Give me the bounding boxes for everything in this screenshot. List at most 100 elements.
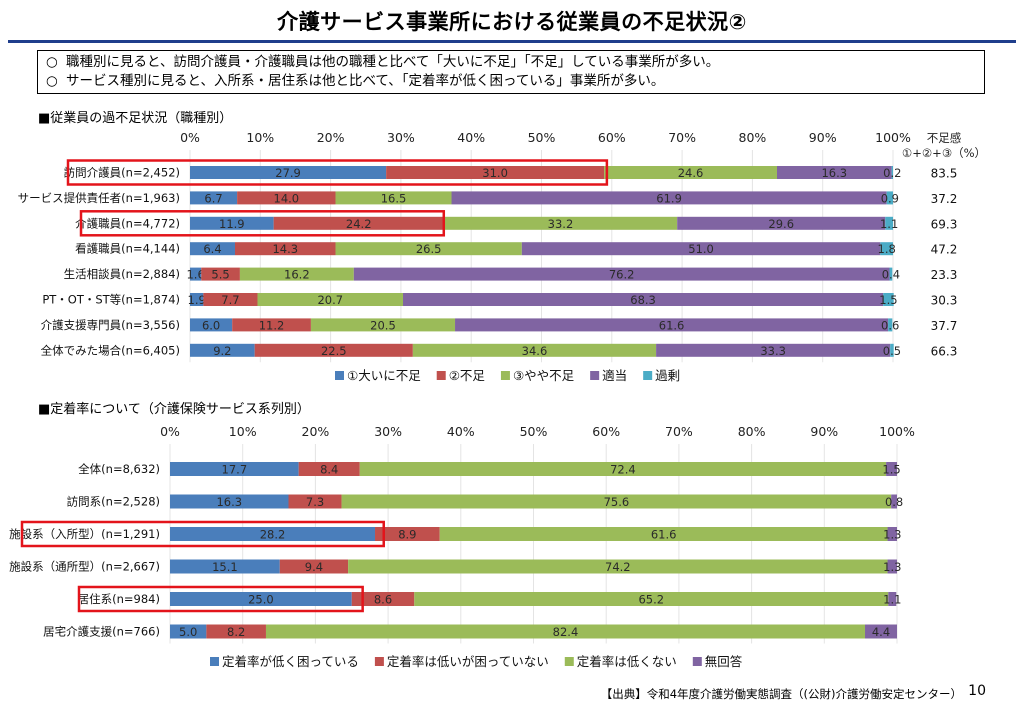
chart2-data-label: 74.2 bbox=[605, 560, 631, 574]
chart1-data-label: 1.1 bbox=[880, 217, 898, 231]
chart1-bar-segment bbox=[335, 242, 522, 256]
chart2-data-label: 75.6 bbox=[604, 495, 630, 509]
chart2-legend-label: 無回答 bbox=[705, 654, 743, 669]
page-number: 10 bbox=[968, 683, 986, 699]
chart1-data-label: 0.9 bbox=[881, 191, 899, 205]
chart1-bar-segment bbox=[677, 216, 886, 230]
chart2-bar-segment bbox=[341, 494, 892, 509]
chart2-data-label: 4.4 bbox=[872, 625, 890, 639]
chart1-bar-segment bbox=[234, 242, 336, 256]
chart1-category-label: 看護職員(n=4,144) bbox=[75, 242, 180, 256]
chart1-bar-segment bbox=[386, 166, 605, 179]
chart2-x-tick-label: 0% bbox=[160, 424, 180, 439]
chart2-bar-segment bbox=[414, 592, 889, 606]
chart1-data-label: 51.0 bbox=[688, 242, 714, 256]
chart1-bar-segment bbox=[883, 293, 894, 306]
chart1-bar-segment bbox=[656, 343, 891, 357]
chart2-bar-segment bbox=[265, 624, 866, 639]
chart1-bar-segment bbox=[190, 216, 274, 230]
chart2-title: ■定着率について（介護保険サービス系列別） bbox=[38, 402, 310, 417]
chart1-bar-segment bbox=[891, 166, 893, 179]
chart1-bar-segment bbox=[190, 343, 255, 357]
chart1-x-tick-label: 10% bbox=[246, 130, 274, 145]
chart1-bar-segment bbox=[190, 166, 387, 179]
chart1-bar-segment bbox=[310, 318, 456, 332]
chart1-data-label: 11.2 bbox=[259, 318, 285, 332]
chart2-bar-segment bbox=[439, 527, 888, 541]
chart1-legend-swatch bbox=[643, 371, 653, 380]
chart2-bar-segment bbox=[298, 462, 360, 476]
chart2-data-label: 25.0 bbox=[248, 593, 274, 607]
chart1-bar-segment bbox=[239, 267, 354, 281]
chart1-bar-segment bbox=[232, 318, 311, 332]
chart2-legend-swatch bbox=[692, 657, 702, 666]
chart2-bar-segment bbox=[891, 494, 897, 509]
chart2-legend-label: 定着率は低くない bbox=[577, 654, 677, 669]
chart1-x-tick-label: 60% bbox=[598, 130, 626, 145]
chart1-data-label: 20.7 bbox=[317, 293, 343, 307]
chart1-x-tick-label: 70% bbox=[668, 130, 696, 145]
summary-box: ○ 職種別に見ると、訪問介護員・介護職員は他の職種と比べて「大いに不足」「不足」し… bbox=[37, 50, 985, 94]
chart1-data-label: 24.6 bbox=[678, 166, 704, 180]
chart2-x-tick-label: 40% bbox=[447, 424, 475, 439]
chart1-data-label: 6.0 bbox=[202, 318, 220, 332]
chart1-extra-value: 47.2 bbox=[931, 243, 958, 257]
chart2-bar-segment bbox=[886, 462, 897, 476]
chart1-extra-value: 66.3 bbox=[931, 344, 958, 358]
chart1-title: ■従業員の過不足状況（職種別） bbox=[38, 111, 233, 126]
title-rule bbox=[8, 40, 1016, 43]
chart1-category-label: 全体でみた場合(n=6,405) bbox=[41, 343, 180, 357]
chart1-data-label: 16.3 bbox=[821, 166, 847, 180]
chart1-extra-column-header: 不足感 bbox=[927, 131, 962, 145]
chart1-x-tick-label: 80% bbox=[739, 130, 767, 145]
chart2-data-label: 9.4 bbox=[305, 560, 323, 574]
chart1-bar-segment bbox=[257, 293, 404, 306]
chart1-x-tick-label: 90% bbox=[809, 130, 837, 145]
summary-line-1: ○ 職種別に見ると、訪問介護員・介護職員は他の職種と比べて「大いに不足」「不足」し… bbox=[46, 53, 976, 72]
chart1-data-label: 0.2 bbox=[883, 166, 901, 180]
chart1-bar-segment bbox=[888, 318, 893, 332]
chart1-category-label: 訪問介護員(n=2,452) bbox=[64, 166, 180, 180]
chart2-data-label: 8.6 bbox=[374, 593, 392, 607]
chart1-bar-segment bbox=[455, 318, 889, 332]
chart1-bar-segment bbox=[521, 242, 881, 256]
chart2-data-label: 1.5 bbox=[882, 463, 900, 477]
chart2-x-tick-label: 80% bbox=[738, 424, 766, 439]
chart2-x-tick-label: 70% bbox=[665, 424, 693, 439]
chart2-x-tick-label: 20% bbox=[302, 424, 330, 439]
chart1-category-label: 生活相談員(n=2,884) bbox=[64, 267, 180, 281]
chart2-data-label: 61.6 bbox=[651, 528, 677, 542]
chart1-bar-segment bbox=[190, 267, 202, 281]
chart2-data-label: 65.2 bbox=[638, 593, 664, 607]
chart1-data-label: 61.6 bbox=[659, 318, 685, 332]
chart1-bar-segment bbox=[777, 166, 892, 179]
source-note: 【出典】令和4年度介護労働実態調査（(公財)介護労働安定センター） bbox=[600, 687, 962, 701]
chart2-data-label: 72.4 bbox=[610, 463, 636, 477]
chart2-bar-segment bbox=[170, 559, 280, 574]
chart1-data-label: 1.5 bbox=[879, 293, 897, 307]
chart1-data-label: 20.5 bbox=[370, 318, 396, 332]
chart2-data-label: 8.2 bbox=[227, 625, 245, 639]
chart1-bar-segment bbox=[889, 267, 893, 281]
chart1-bar-segment bbox=[353, 267, 890, 281]
chart1-legend-swatch bbox=[500, 371, 510, 380]
chart1-data-label: 31.0 bbox=[482, 166, 508, 180]
chart2-x-tick-label: 60% bbox=[592, 424, 620, 439]
chart2-data-label: 8.9 bbox=[398, 528, 416, 542]
chart2-bar-segment bbox=[865, 624, 897, 639]
chart2-bar-segment bbox=[170, 462, 299, 476]
chart1-data-label: 68.3 bbox=[630, 293, 656, 307]
chart1-category-label: 介護職員(n=4,772) bbox=[75, 216, 180, 230]
chart1-legend-label: ②不足 bbox=[449, 368, 486, 383]
chart2-x-tick-label: 10% bbox=[229, 424, 257, 439]
chart1-data-label: 1.9 bbox=[188, 293, 206, 307]
chart1-bar-segment bbox=[886, 191, 893, 205]
chart2-bar-segment bbox=[170, 592, 352, 606]
chart2-legend-swatch bbox=[374, 657, 384, 666]
chart1-data-label: 14.0 bbox=[274, 191, 300, 205]
chart2-legend-swatch bbox=[564, 657, 574, 666]
chart1-extra-value: 83.5 bbox=[931, 167, 958, 181]
chart2-data-label: 0.8 bbox=[885, 495, 903, 509]
chart2-legend-label: 定着率が低く困っている bbox=[222, 654, 359, 669]
